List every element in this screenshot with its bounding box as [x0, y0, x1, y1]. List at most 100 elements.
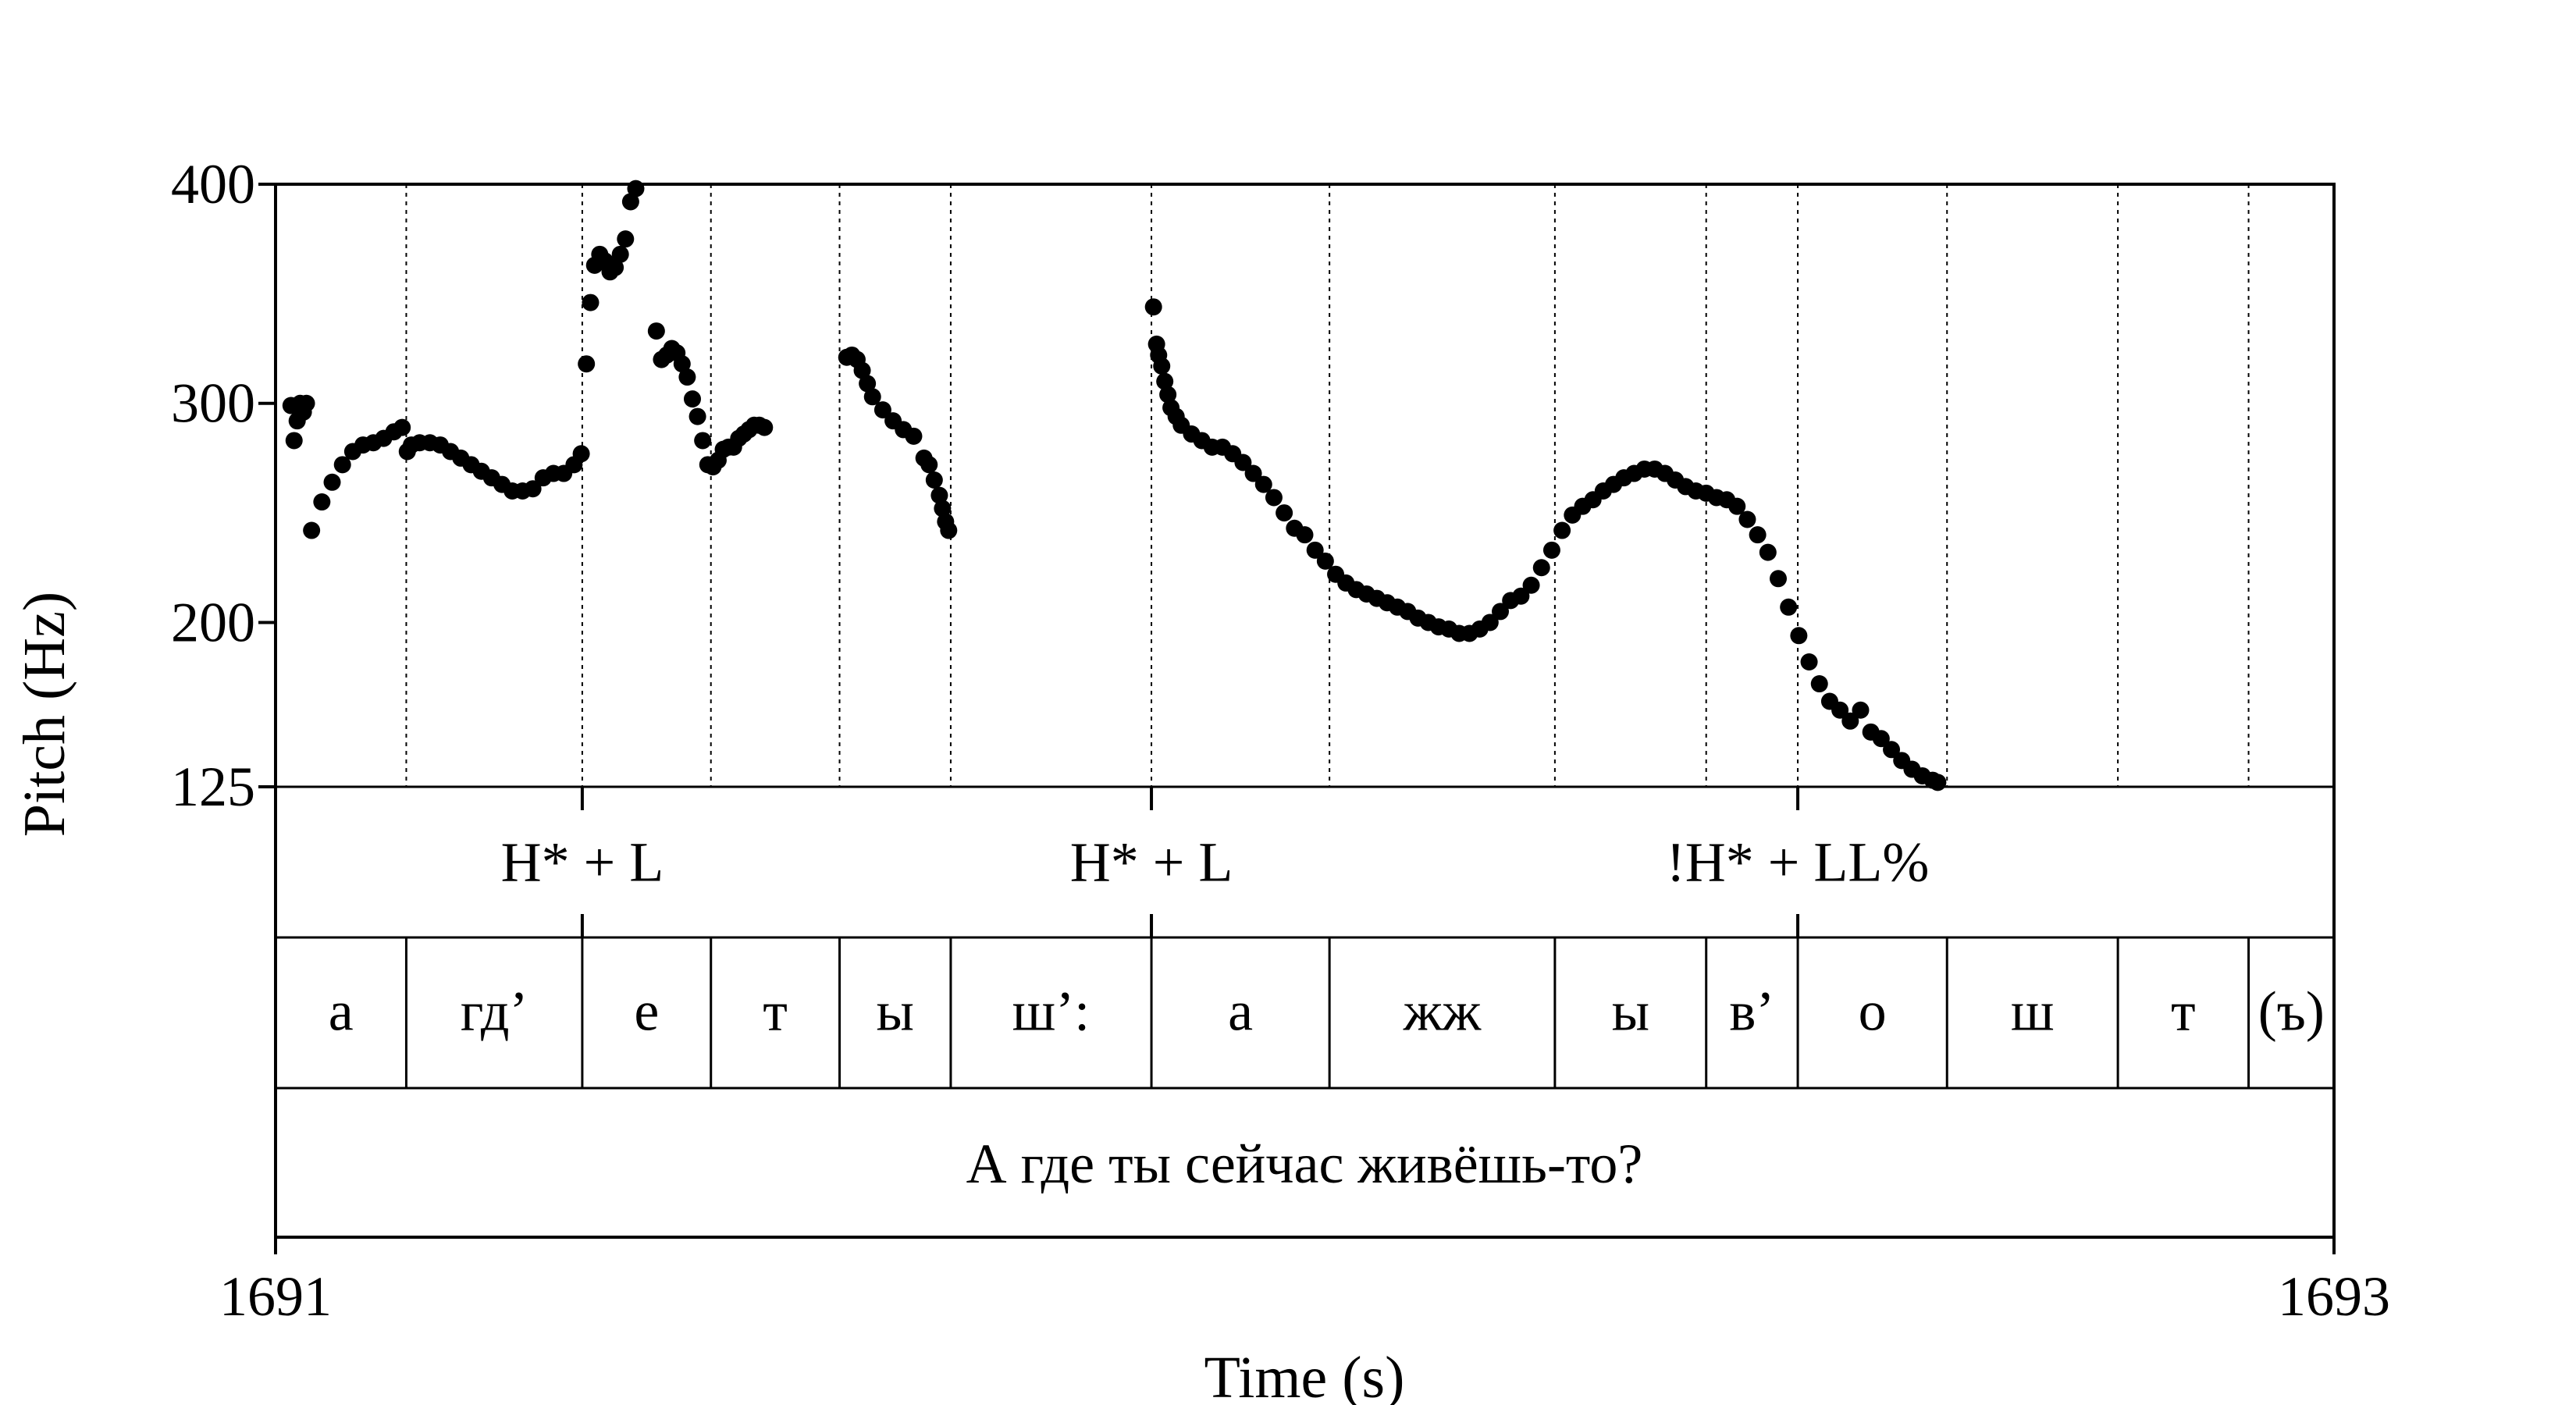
pitch-point	[1316, 552, 1334, 570]
pitch-point	[1254, 475, 1272, 493]
y-axis-ticks: 125 200 300 400	[171, 153, 276, 818]
pitch-point	[323, 473, 341, 491]
pitch-point	[1800, 653, 1818, 670]
segment-label: т	[2171, 980, 2195, 1043]
pitch-point	[647, 322, 665, 340]
pitch-point	[1841, 712, 1859, 730]
y-tick-label: 200	[171, 591, 255, 653]
pitch-point	[524, 480, 542, 498]
pitch-point	[1810, 675, 1828, 693]
x-tick-label: 1693	[2278, 1265, 2390, 1328]
pitch-point	[1790, 627, 1808, 645]
pitch-point	[1738, 510, 1756, 528]
pitch-point	[1728, 497, 1746, 515]
pitch-point	[1234, 454, 1252, 471]
pitch-point	[1296, 526, 1314, 544]
pitch-point	[621, 193, 639, 211]
tone-label: !H* + LL%	[1667, 831, 1930, 894]
y-tick-label: 125	[171, 756, 255, 818]
segment-label: о	[1859, 980, 1887, 1043]
pitch-point	[694, 432, 712, 450]
segment-label: а	[1228, 980, 1253, 1043]
pitch-point	[1542, 541, 1560, 559]
tone-label: H* + L	[1070, 831, 1233, 894]
pitch-points	[282, 180, 1947, 791]
pitch-point	[1883, 741, 1901, 759]
pitch-point	[934, 500, 952, 518]
pitch-point	[1532, 559, 1550, 577]
pitch-point	[853, 361, 871, 379]
segment-label: ш	[2011, 980, 2054, 1043]
pitch-point	[611, 245, 629, 263]
pitch-point	[1780, 598, 1798, 616]
tone-tier: H* + L H* + L !H* + LL%	[501, 787, 1930, 937]
pitch-point	[1929, 774, 1947, 791]
pitch-point	[303, 521, 321, 539]
segment-label: в’	[1729, 980, 1774, 1043]
pitch-point	[333, 456, 351, 474]
pitch-point	[940, 521, 958, 539]
segment-label: т	[763, 980, 787, 1043]
pitch-point	[905, 427, 923, 445]
pitch-point	[1512, 587, 1530, 605]
pitch-point	[297, 394, 315, 412]
y-tick-label: 400	[171, 153, 255, 215]
pitch-point	[1156, 372, 1174, 390]
pitch-point	[1852, 701, 1870, 719]
segment-label: (ъ)	[2258, 980, 2325, 1043]
x-axis-ticks: 1691 1693	[219, 1237, 2390, 1328]
segment-label: жж	[1403, 980, 1482, 1043]
pitch-point	[678, 368, 696, 386]
pitch-point	[1872, 730, 1890, 748]
pitch-point	[756, 418, 774, 436]
pitch-point	[393, 418, 411, 436]
pitch-point	[1759, 543, 1777, 561]
pitch-point	[683, 390, 701, 408]
pitch-point	[873, 401, 891, 419]
pitch-point	[1265, 489, 1283, 507]
pitch-point	[930, 486, 948, 504]
pitch-point	[859, 375, 877, 393]
pitch-point	[1770, 570, 1788, 588]
pitch-point	[1831, 701, 1849, 719]
pitch-point	[1749, 526, 1767, 544]
pitch-point	[578, 355, 596, 373]
sentence-label: А где ты сейчас живёшь-то?	[966, 1133, 1643, 1195]
pitch-point	[1153, 357, 1171, 375]
y-axis-label: Pitch (Hz)	[12, 592, 77, 837]
pitch-point	[925, 471, 943, 489]
pitch-point	[582, 293, 600, 311]
pitch-point	[1553, 521, 1571, 539]
pitch-point	[313, 493, 331, 511]
segment-label: е	[634, 980, 659, 1043]
pitch-point	[1276, 504, 1293, 522]
segment-label: ы	[1612, 980, 1649, 1043]
pitch-point	[1522, 576, 1540, 594]
pitch-point	[617, 230, 635, 248]
pitch-point	[572, 445, 590, 463]
segment-tier: а гд’ е т ы ш’: а жж ы в’ о ш т (ъ)	[329, 980, 2325, 1043]
tone-label: H* + L	[501, 831, 664, 894]
pitch-point	[920, 456, 938, 474]
plot-area-frame	[274, 183, 2336, 1239]
pitch-point	[1244, 464, 1262, 482]
boundary-lines	[404, 184, 2250, 1088]
pitch-point	[607, 258, 624, 276]
pitch-point	[863, 388, 881, 406]
pitch-point	[627, 180, 645, 197]
pitch-point	[673, 355, 691, 373]
y-tick-label: 300	[171, 372, 255, 435]
segment-label: а	[329, 980, 354, 1043]
x-tick-label: 1691	[219, 1265, 332, 1328]
pitch-point	[688, 407, 706, 425]
pitch-point	[1481, 614, 1499, 631]
segment-label: ы	[877, 980, 914, 1043]
pitch-point	[1144, 298, 1162, 316]
pitch-point	[285, 432, 303, 450]
segment-label: гд’	[461, 980, 528, 1043]
pitch-point	[1306, 541, 1324, 559]
pitch-point	[1492, 603, 1510, 621]
pitch-point	[1159, 386, 1177, 404]
x-axis-label: Time (s)	[1204, 1345, 1405, 1405]
